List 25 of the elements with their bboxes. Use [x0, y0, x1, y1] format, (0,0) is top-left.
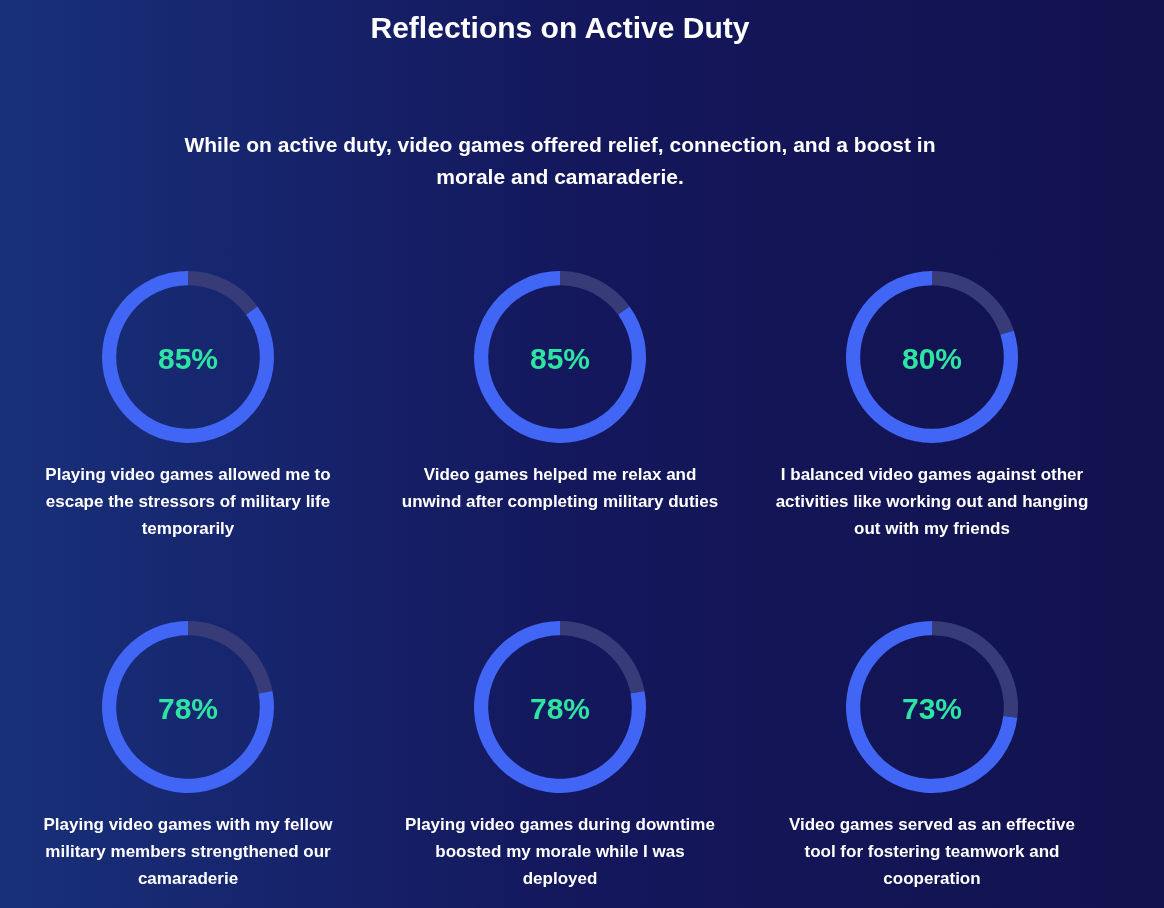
donut-slice	[932, 271, 1014, 335]
data-label: 85%	[157, 342, 219, 375]
donut-slice	[560, 621, 645, 694]
data-label: 85%	[529, 342, 591, 375]
text: Playing video games with my fellow military members strengthened our camaraderie	[43, 815, 334, 888]
donut-slice	[188, 271, 258, 315]
text: Playing video games during downtime boosted my morale while I was deployed	[405, 815, 715, 888]
donut-slice	[474, 271, 646, 443]
data-label: 80%	[901, 342, 963, 375]
donut-slice	[102, 271, 274, 443]
text: I balanced video games against other activities like working out and hanging out with my friends	[775, 465, 1089, 538]
data-label: 73%	[901, 692, 963, 725]
donut-slice	[188, 621, 273, 694]
text: Reflections on Active Duty	[370, 11, 750, 44]
data-label: 78%	[157, 692, 219, 725]
donut-slice	[846, 621, 1018, 793]
text: Video games helped me relax and unwind after completing military duties	[401, 465, 719, 511]
text: Playing video games allowed me to escape the stressors of military life temporarily	[45, 465, 331, 538]
donut-slice	[846, 271, 1018, 443]
donut-slice	[474, 621, 646, 793]
text: While on active duty, video games offered relief, connection, and a boost in morale and camaraderie.	[184, 133, 936, 188]
donut-slice	[560, 271, 630, 315]
text: Video games served as an effective tool for fostering teamwork and cooperation	[788, 815, 1076, 888]
data-label: 78%	[529, 692, 591, 725]
donut-slice	[102, 621, 274, 793]
